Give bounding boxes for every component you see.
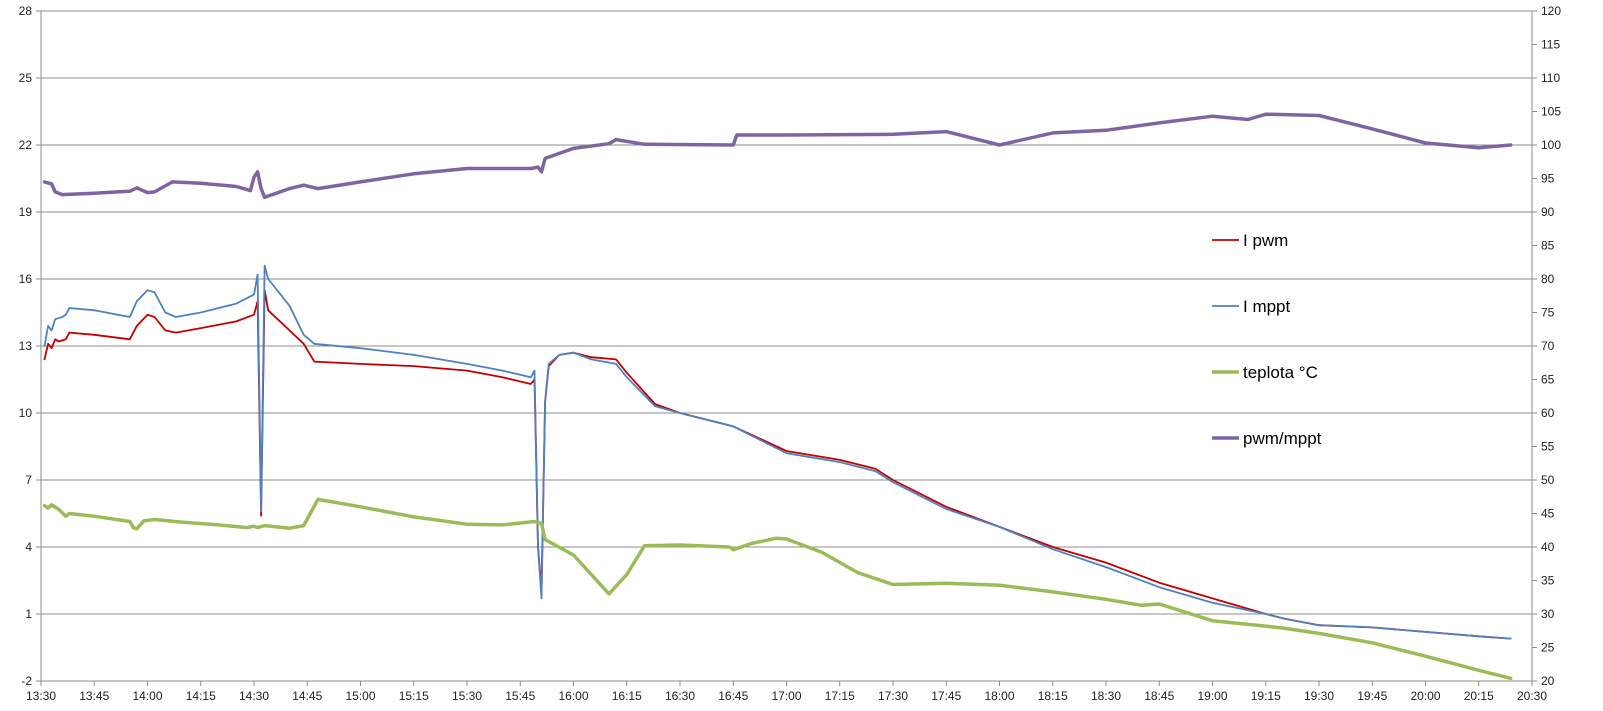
right-tick-label: 45 [1541, 507, 1555, 521]
right-tick-label: 95 [1541, 172, 1555, 186]
left-tick-label: 22 [19, 138, 33, 152]
x-tick-label: 18:30 [1091, 689, 1121, 703]
left-tick-label: 7 [25, 473, 32, 487]
x-tick-label: 17:45 [931, 689, 961, 703]
right-tick-label: 40 [1541, 540, 1555, 554]
right-tick-label: 75 [1541, 306, 1555, 320]
x-tick-label: 19:00 [1197, 689, 1227, 703]
left-axis-tick-labels: 28 25 22 19 16 13 10 7 4 1 -2 [19, 4, 41, 688]
left-tick-label: 10 [19, 406, 33, 420]
legend-label-i-pwm: I pwm [1243, 231, 1288, 250]
series-line-i-mppt [43, 264, 1512, 640]
x-tick-label: 17:00 [771, 689, 801, 703]
left-tick-label: 25 [19, 71, 33, 85]
left-tick-label: 1 [25, 607, 32, 621]
right-tick-label: 80 [1541, 272, 1555, 286]
x-tick-label: 14:30 [239, 689, 269, 703]
x-tick-label: 17:15 [825, 689, 855, 703]
x-tick-label: 16:00 [558, 689, 588, 703]
left-tick-label: 16 [19, 272, 33, 286]
x-tick-label: 18:15 [1038, 689, 1068, 703]
x-tick-label: 20:30 [1517, 689, 1547, 703]
x-tick-label: 18:00 [984, 689, 1014, 703]
right-tick-label: 30 [1541, 607, 1555, 621]
right-tick-label: 35 [1541, 574, 1555, 588]
x-tick-label: 14:00 [132, 689, 162, 703]
x-tick-label: 15:00 [345, 689, 375, 703]
x-tick-label: 14:45 [292, 689, 322, 703]
series-line-pwm-mppt [42, 112, 1513, 200]
legend: I pwm I mppt teplota °C pwm/mppt [1212, 231, 1322, 448]
x-tick-label: 20:15 [1464, 689, 1494, 703]
x-tick-label: 17:30 [878, 689, 908, 703]
left-tick-label: 28 [19, 4, 33, 18]
right-tick-label: 115 [1541, 38, 1560, 52]
right-tick-label: 85 [1541, 239, 1555, 253]
x-tick-label: 19:45 [1357, 689, 1387, 703]
right-tick-label: 55 [1541, 440, 1555, 454]
x-tick-label: 14:15 [186, 689, 216, 703]
right-tick-label: 60 [1541, 406, 1555, 420]
right-tick-label: 20 [1541, 674, 1555, 688]
right-tick-label: 25 [1541, 641, 1555, 655]
x-tick-label: 16:45 [718, 689, 748, 703]
x-tick-label: 16:15 [612, 689, 642, 703]
x-tick-label: 13:30 [26, 689, 56, 703]
series-lines [42, 112, 1513, 681]
right-tick-label: 50 [1541, 473, 1555, 487]
legend-label-i-mppt: I mppt [1243, 297, 1291, 316]
series-line-teplota-c [42, 497, 1513, 681]
x-tick-label: 18:45 [1144, 689, 1174, 703]
x-tick-label: 19:15 [1251, 689, 1281, 703]
right-axis-tick-labels: 120 115 110 105 100 95 90 85 80 75 70 65 60 55 50 45 40 3… [1532, 4, 1561, 688]
legend-label-teplota-c: teplota °C [1243, 363, 1318, 382]
left-tick-label: -2 [21, 674, 32, 688]
right-tick-label: 120 [1541, 4, 1561, 18]
x-tick-label: 15:30 [452, 689, 482, 703]
left-tick-label: 19 [19, 205, 33, 219]
left-tick-label: 4 [25, 540, 32, 554]
x-tick-label: 19:30 [1304, 689, 1334, 703]
legend-label-pwm-mppt: pwm/mppt [1243, 429, 1322, 448]
x-tick-label: 20:00 [1410, 689, 1440, 703]
right-tick-label: 70 [1541, 339, 1555, 353]
x-tick-label: 15:45 [505, 689, 535, 703]
x-tick-label: 16:30 [665, 689, 695, 703]
x-tick-label: 15:15 [399, 689, 429, 703]
right-tick-label: 110 [1541, 71, 1560, 85]
right-tick-label: 105 [1541, 105, 1561, 119]
x-axis-tick-labels: 13:30 13:45 14:00 14:15 14:30 14:45 15:00 15:15… [26, 681, 1547, 703]
right-tick-label: 65 [1541, 373, 1555, 387]
left-tick-label: 13 [19, 339, 33, 353]
x-tick-label: 13:45 [79, 689, 109, 703]
right-tick-label: 100 [1541, 138, 1561, 152]
right-tick-label: 90 [1541, 205, 1555, 219]
